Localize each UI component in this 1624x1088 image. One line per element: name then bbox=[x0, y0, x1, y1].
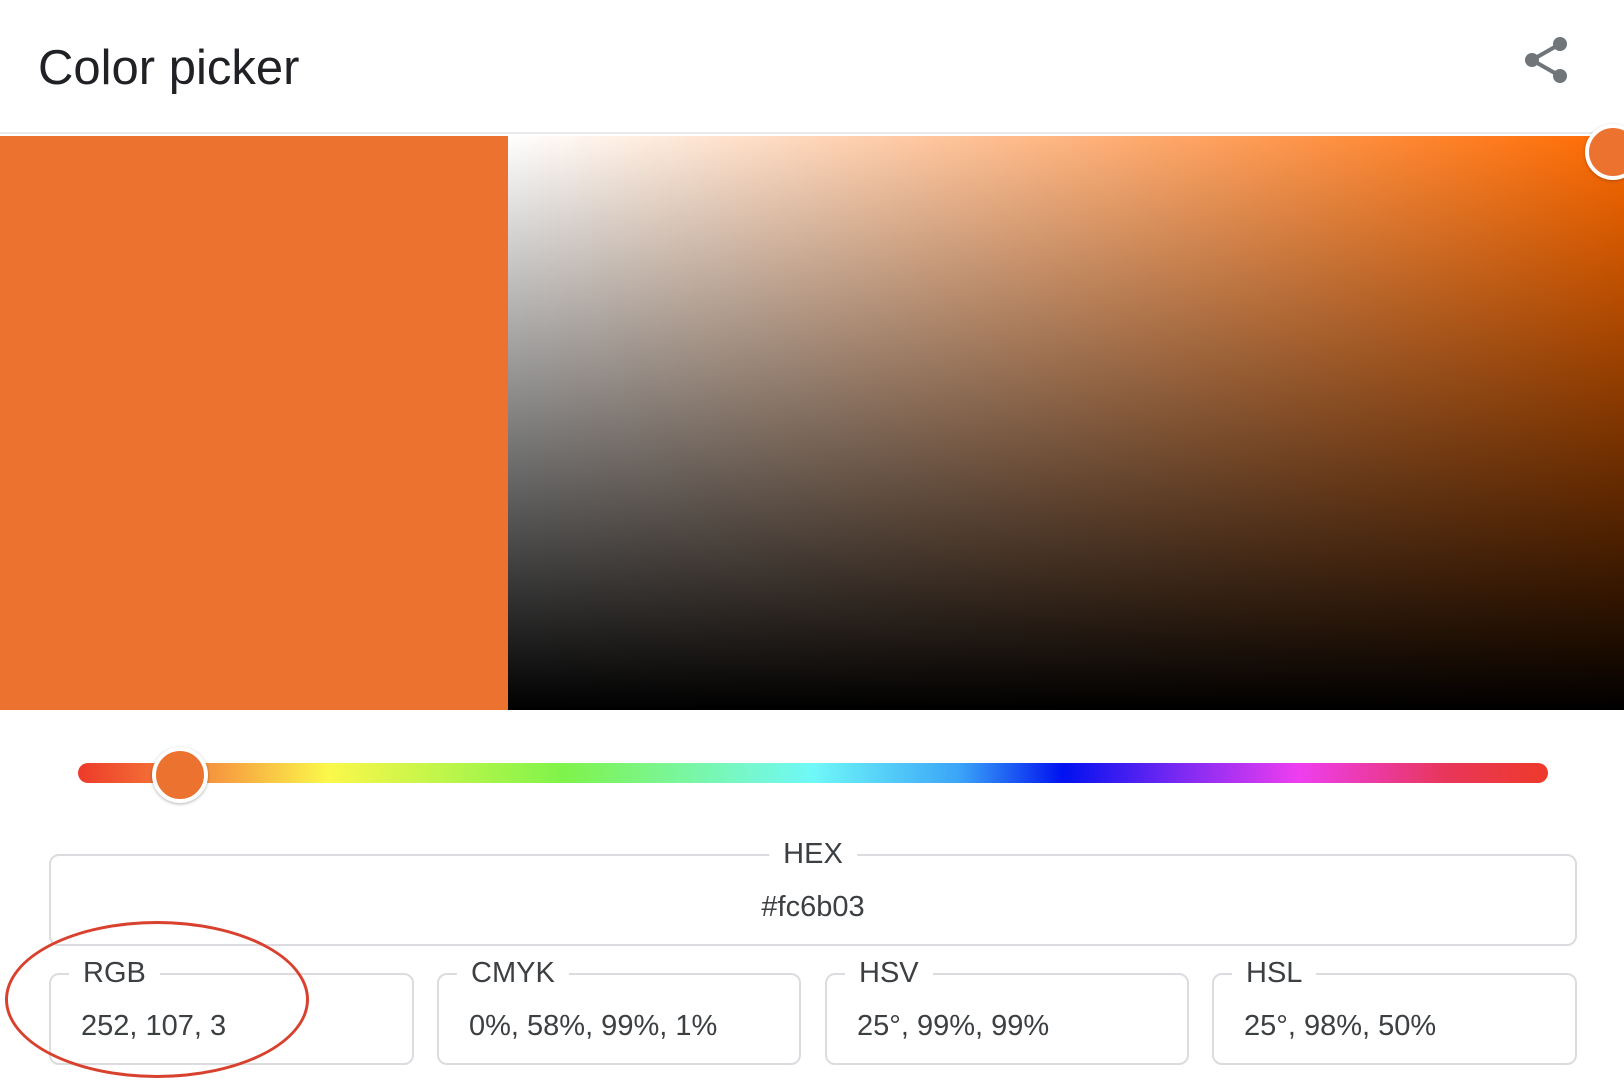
hue-slider[interactable] bbox=[78, 763, 1548, 783]
hsl-input[interactable]: 25°, 98%, 50% bbox=[1244, 1010, 1437, 1042]
hsv-input[interactable]: 25°, 99%, 99% bbox=[857, 1010, 1050, 1042]
rgb-input[interactable]: 252, 107, 3 bbox=[81, 1010, 227, 1042]
share-button[interactable] bbox=[1520, 34, 1572, 86]
color-swatch bbox=[0, 136, 508, 710]
hex-label: HEX bbox=[769, 836, 857, 872]
hsv-field: HSV 25°, 99%, 99% bbox=[825, 955, 1189, 1065]
card-header: Color picker bbox=[0, 0, 1624, 134]
cmyk-label: CMYK bbox=[457, 955, 569, 991]
saturation-value-handle[interactable] bbox=[1584, 124, 1624, 180]
saturation-value-area[interactable] bbox=[508, 136, 1624, 710]
hex-input[interactable]: #fc6b03 bbox=[761, 891, 865, 923]
page-title: Color picker bbox=[38, 41, 300, 95]
hex-field: HEX #fc6b03 bbox=[49, 836, 1577, 946]
hsv-label: HSV bbox=[845, 955, 933, 991]
value-gradient bbox=[508, 136, 1624, 710]
cmyk-field: CMYK 0%, 58%, 99%, 1% bbox=[437, 955, 801, 1065]
hsl-label: HSL bbox=[1232, 955, 1317, 991]
share-icon bbox=[1525, 37, 1567, 83]
cmyk-input[interactable]: 0%, 58%, 99%, 1% bbox=[469, 1010, 718, 1042]
hsl-field: HSL 25°, 98%, 50% bbox=[1212, 955, 1577, 1065]
rgb-field: RGB 252, 107, 3 bbox=[49, 955, 414, 1065]
hue-slider-handle[interactable] bbox=[152, 747, 209, 803]
rgb-label: RGB bbox=[69, 955, 160, 991]
